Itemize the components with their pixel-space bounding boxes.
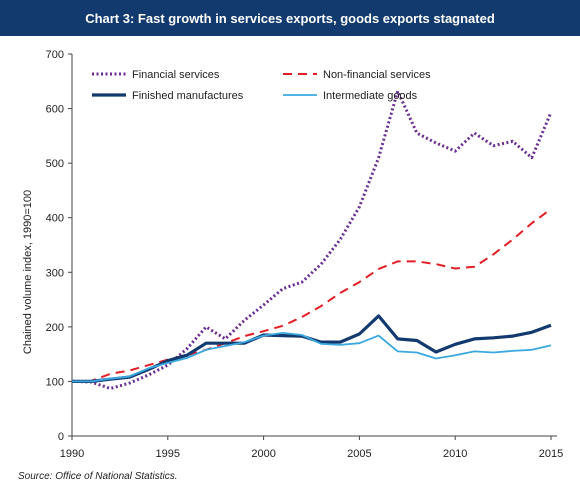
y-tick-label: 200	[46, 322, 64, 334]
y-tick-label: 600	[46, 104, 64, 116]
y-tick-label: 500	[46, 158, 64, 170]
legend-label: Non-financial services	[323, 69, 431, 81]
series-line-intermediate-goods	[72, 331, 552, 383]
x-tick-label: 1990	[60, 448, 84, 460]
series-line-non-financial-services	[71, 208, 552, 383]
x-tick-label: 2000	[251, 448, 275, 460]
legend-label: Finished manufactures	[132, 90, 244, 102]
series-layer	[71, 89, 553, 390]
source-note: Source: Office of National Statistics.	[18, 471, 178, 482]
series-line-finished-manufactures	[72, 314, 552, 383]
y-tick-label: 100	[46, 376, 64, 388]
series-line-financial-services	[71, 89, 553, 390]
legend-label: Financial services	[132, 69, 220, 81]
x-tick-label: 2005	[347, 448, 371, 460]
y-tick-label: 700	[46, 49, 64, 61]
line-chart: 0 100 200 300 400 500 600 700 1990 1995 2000 2005 20…	[22, 49, 564, 460]
y-tick-label: 400	[46, 213, 64, 225]
x-tick-label: 2015	[539, 448, 563, 460]
x-tick-label: 2010	[443, 448, 467, 460]
y-tick-label: 300	[46, 267, 64, 279]
y-tick-label: 0	[58, 431, 64, 443]
legend-label: Intermediate goods	[323, 90, 418, 102]
y-axis-label: Chained volume index, 1990=100	[22, 190, 34, 354]
chart-title: Chart 3: Fast growth in services exports…	[0, 0, 580, 36]
chart-legend: Financial services Non-financial services…	[92, 69, 431, 102]
x-tick-label: 1995	[156, 448, 180, 460]
chart-axes: 0 100 200 300 400 500 600 700 1990 1995 2000 2005 20…	[46, 49, 564, 460]
